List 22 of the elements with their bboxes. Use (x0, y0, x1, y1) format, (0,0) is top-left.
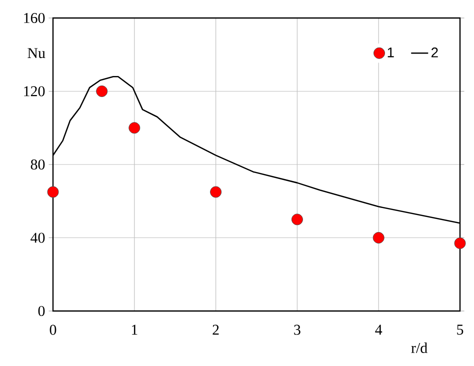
x-tick-label: 3 (294, 324, 300, 335)
x-tick-label: 1 (132, 324, 138, 335)
x-tick-label: 5 (457, 324, 464, 335)
legend-label: 2 (431, 48, 438, 58)
x-tick-label: 0 (50, 324, 56, 335)
y-tick-label: 80 (30, 159, 45, 170)
point (372, 232, 384, 244)
point (454, 237, 466, 249)
y-tick-label: 40 (30, 232, 45, 243)
point (291, 214, 303, 226)
y-axis-title: Nu (28, 48, 46, 58)
point (128, 122, 140, 134)
point (96, 86, 108, 97)
point (47, 186, 59, 198)
y-tick-label: 120 (24, 86, 45, 96)
x-tick-label: 4 (375, 324, 382, 335)
legend-label: 1 (388, 48, 394, 58)
point (210, 186, 222, 198)
y-tick-label: 0 (38, 306, 45, 316)
x-tick-label: 2 (212, 324, 219, 335)
x-axis-title: r/d (411, 342, 428, 354)
y-tick-label: 160 (24, 12, 45, 24)
